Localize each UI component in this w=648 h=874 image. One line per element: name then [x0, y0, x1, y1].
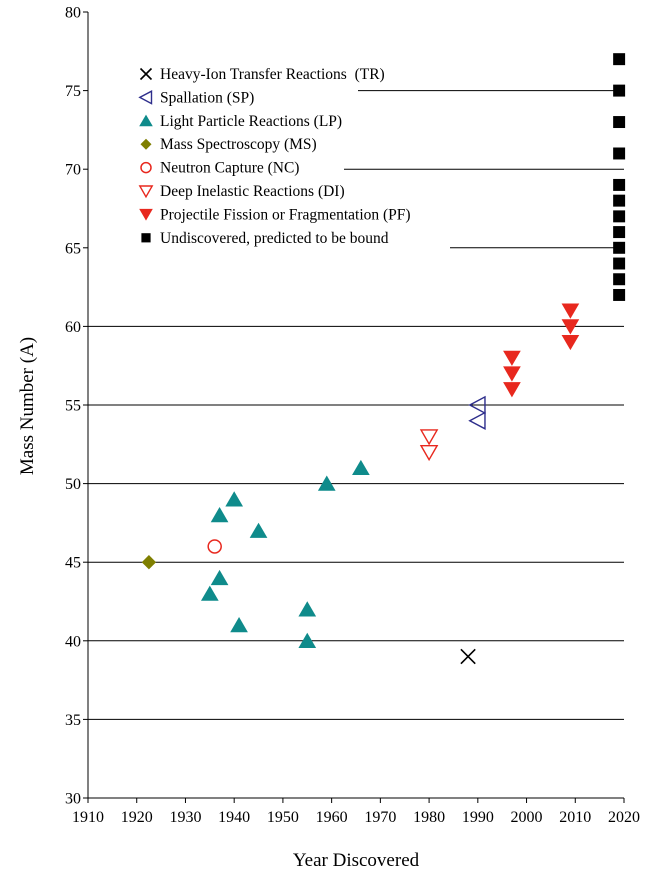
data-point — [503, 350, 521, 366]
data-point — [207, 539, 222, 554]
data-point — [561, 319, 580, 335]
x-tick-label: 1990 — [462, 809, 494, 826]
data-point — [230, 617, 248, 633]
legend-marker — [138, 185, 154, 199]
data-point — [298, 601, 317, 617]
legend-marker — [139, 67, 153, 81]
legend: Heavy-Ion Transfer Reactions (TR) Spallat… — [138, 66, 411, 247]
data-point — [141, 555, 157, 570]
data-point — [613, 84, 626, 97]
legend-label: Projectile Fission or Fragmentation (PF) — [160, 206, 411, 223]
y-tick-label: 65 — [65, 240, 81, 257]
data-point — [298, 632, 317, 648]
legend-label: Undiscovered, predicted to be bound — [160, 230, 389, 247]
legend-label: Spallation (SP) — [160, 89, 254, 106]
data-point — [249, 522, 268, 538]
data-points — [141, 53, 626, 665]
legend-label: Light Particle Reactions (LP) — [160, 113, 342, 130]
data-point — [613, 53, 626, 66]
y-tick-label: 60 — [65, 319, 81, 336]
data-point — [613, 257, 626, 270]
data-point — [225, 491, 244, 507]
data-point — [468, 411, 486, 430]
x-tick-label: 1950 — [267, 809, 299, 826]
x-axis-title: Year Discovered — [293, 850, 420, 871]
axes — [83, 11, 625, 803]
data-point — [200, 585, 219, 601]
x-tick-label: 1940 — [218, 809, 250, 826]
data-point — [613, 273, 626, 286]
data-point — [503, 366, 521, 382]
x-tick-label: 2020 — [608, 809, 640, 826]
data-point — [419, 429, 439, 446]
y-tick-label: 45 — [65, 555, 81, 572]
y-tick-label: 35 — [65, 712, 81, 729]
data-point — [561, 334, 580, 351]
legend-marker — [140, 138, 152, 150]
data-point — [613, 147, 626, 160]
y-axis-title: Mass Number (A) — [17, 337, 38, 475]
data-point — [613, 210, 626, 223]
legend-label: Mass Spectroscopy (MS) — [160, 136, 317, 153]
data-point — [352, 459, 370, 476]
x-tick-label: 2010 — [559, 809, 591, 826]
data-point — [613, 226, 626, 239]
data-point — [561, 303, 580, 319]
legend-label: Deep Inelastic Reactions (DI) — [160, 183, 345, 200]
legend-marker — [139, 208, 153, 221]
x-tick-label: 1920 — [121, 809, 153, 826]
y-tick-label: 55 — [65, 398, 81, 415]
x-tick-label: 1960 — [316, 809, 348, 826]
y-tick-label: 75 — [65, 83, 81, 100]
data-point — [419, 444, 439, 462]
legend-label: Heavy-Ion Transfer Reactions (TR) — [160, 66, 385, 83]
data-point — [613, 241, 626, 254]
legend-marker — [139, 114, 153, 127]
y-tick-label: 50 — [65, 476, 81, 493]
data-point — [460, 648, 476, 665]
legend-marker — [140, 161, 152, 174]
x-tick-label: 1980 — [413, 809, 445, 826]
x-tick-label: 2000 — [511, 809, 543, 826]
legend-marker — [141, 233, 151, 243]
data-point — [613, 288, 626, 301]
legend-label: Neutron Capture (NC) — [160, 160, 299, 177]
x-tick-label: 1910 — [72, 809, 104, 826]
data-point — [317, 475, 336, 491]
data-point — [210, 506, 229, 523]
y-tick-label: 30 — [65, 791, 81, 808]
y-tick-label: 40 — [65, 633, 81, 650]
data-point — [613, 194, 626, 207]
x-tick-label: 1970 — [364, 809, 396, 826]
tick-labels: 30 35 40 45 50 55 60 65 70 75 80 1910 1920 1930 1940 19… — [65, 5, 640, 827]
data-point — [468, 395, 486, 415]
data-point — [210, 569, 229, 586]
grid-lines — [88, 90, 624, 720]
data-point — [503, 382, 521, 398]
data-point — [613, 116, 626, 129]
x-tick-label: 1930 — [169, 809, 201, 826]
y-tick-label: 80 — [65, 5, 81, 22]
y-tick-label: 70 — [65, 162, 81, 179]
data-point — [613, 178, 626, 191]
legend-marker — [138, 90, 153, 105]
